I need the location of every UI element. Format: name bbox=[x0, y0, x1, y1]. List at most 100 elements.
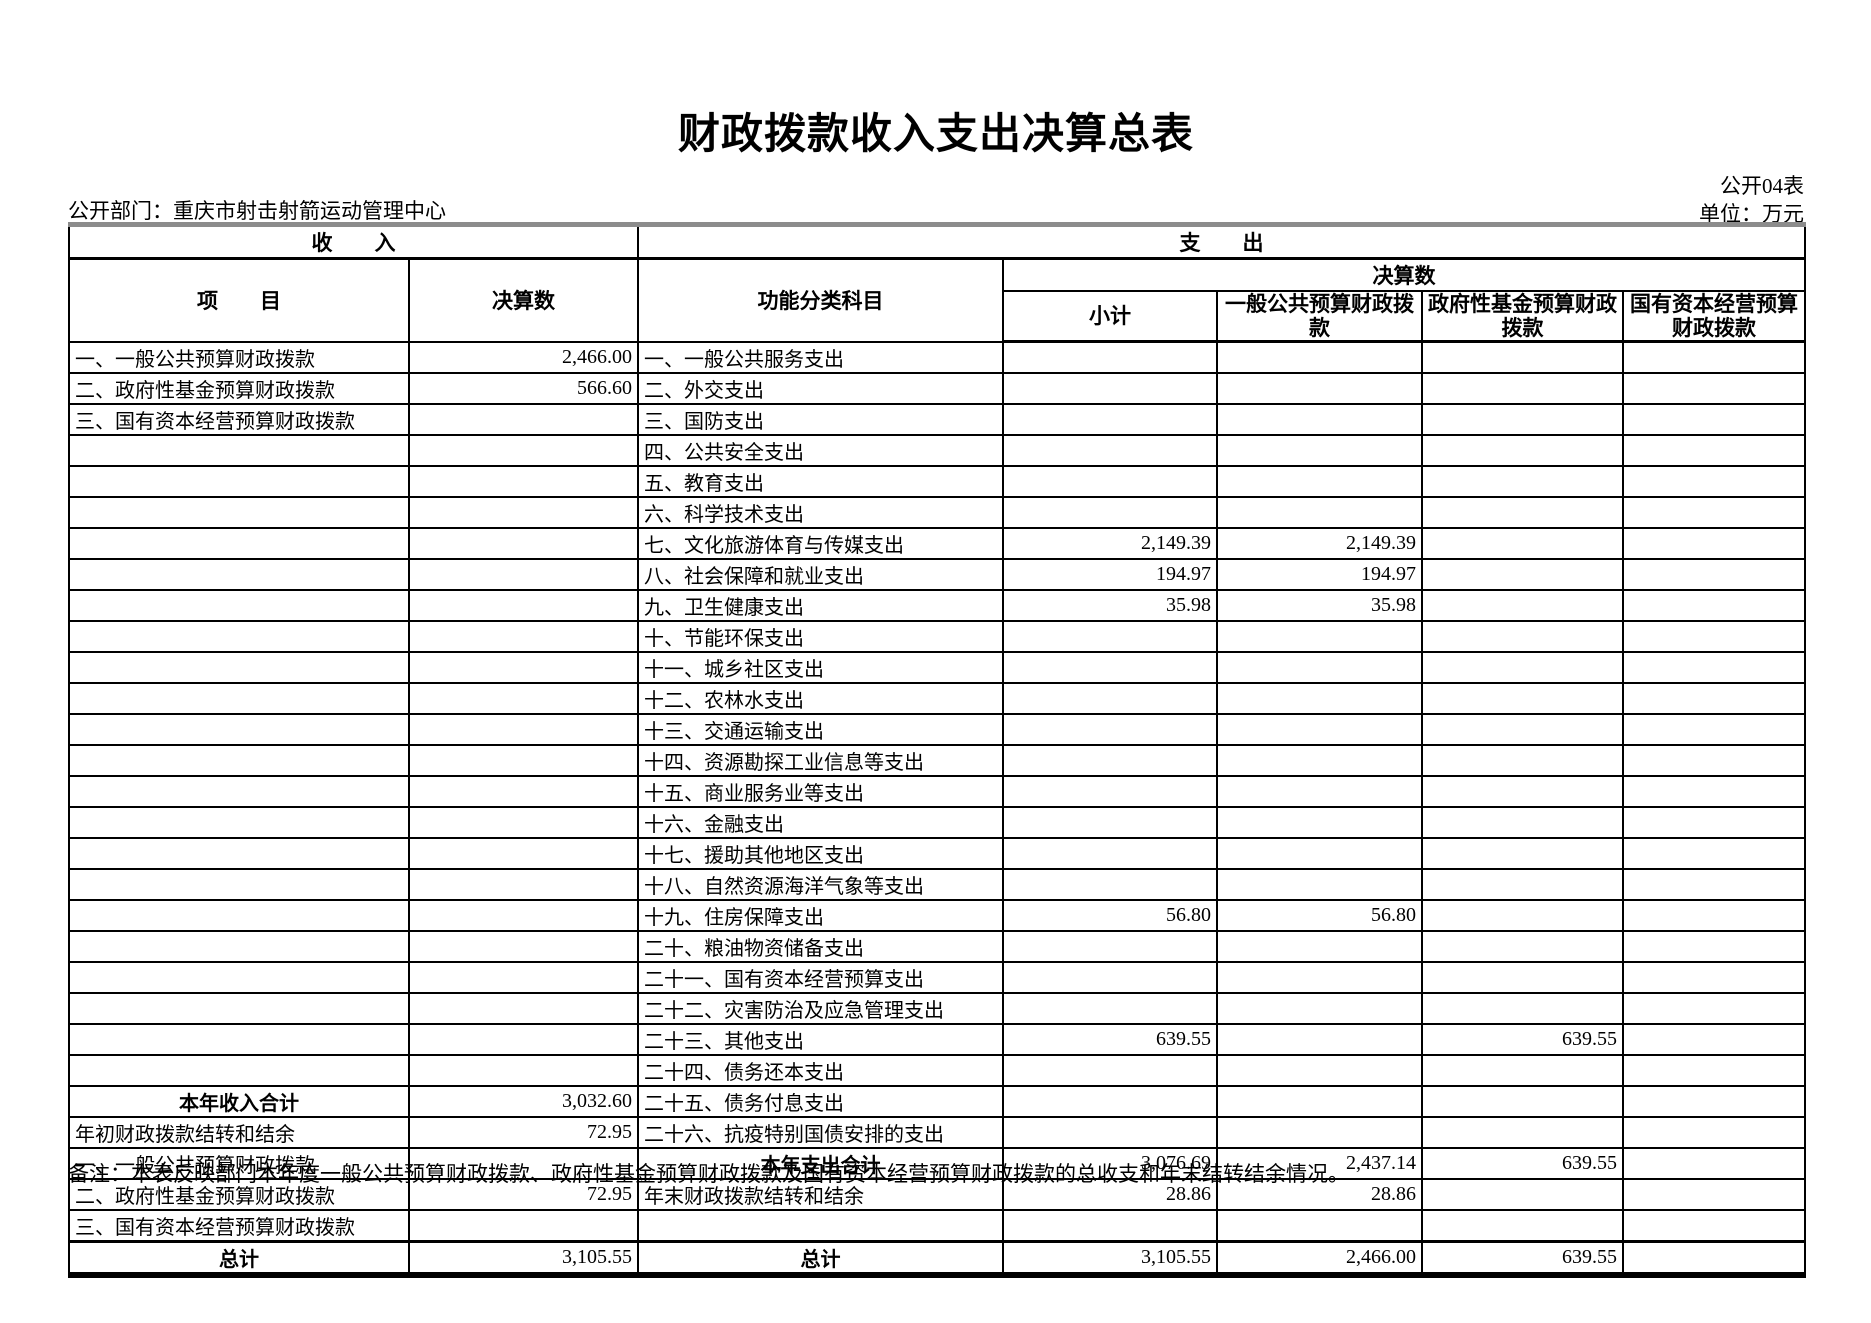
expenditure-govt-fund-cell bbox=[1421, 495, 1624, 529]
table-row: 十四、资源勘探工业信息等支出 bbox=[68, 743, 1807, 777]
unit-label: 单位：万元 bbox=[1699, 202, 1804, 226]
income-item-cell: 一、一般公共预算财政拨款 bbox=[68, 340, 410, 374]
amount-group-header: 决算数 bbox=[1001, 257, 1807, 292]
expenditure-general-public-cell bbox=[1216, 929, 1423, 963]
table-row: 四、公共安全支出 bbox=[68, 433, 1807, 467]
expenditure-subtotal-cell: 2,149.39 bbox=[1002, 526, 1218, 560]
expenditure-subtotal-cell bbox=[1002, 681, 1218, 715]
expenditure-subtotal-cell bbox=[1002, 650, 1218, 684]
expenditure-subtotal-cell bbox=[1002, 495, 1218, 529]
expenditure-general-public-cell bbox=[1216, 867, 1423, 901]
expenditure-general-public-cell bbox=[1216, 1115, 1423, 1149]
expenditure-state-capital-cell bbox=[1621, 1239, 1807, 1278]
income-value-cell bbox=[408, 743, 639, 777]
expenditure-subtotal-cell bbox=[1002, 340, 1218, 374]
expenditure-general-public-cell bbox=[1216, 650, 1423, 684]
page-title: 财政拨款收入支出决算总表 bbox=[677, 112, 1194, 158]
table-row: 五、教育支出 bbox=[68, 464, 1807, 498]
expenditure-state-capital-cell bbox=[1621, 1177, 1807, 1211]
column-header-row-1: 项 目 决算数 功能分类科目 决算数 bbox=[68, 257, 1807, 343]
expenditure-general-public-cell bbox=[1216, 743, 1423, 777]
expenditure-subtotal-cell: 194.97 bbox=[1002, 557, 1218, 591]
expenditure-govt-fund-cell bbox=[1421, 557, 1624, 591]
expenditure-state-capital-cell bbox=[1621, 805, 1807, 839]
expenditure-govt-fund-cell bbox=[1421, 371, 1624, 405]
expenditure-subtotal-cell: 28.86 bbox=[1002, 1177, 1218, 1211]
expenditure-govt-fund-cell bbox=[1421, 836, 1624, 870]
expenditure-govt-fund-cell bbox=[1421, 402, 1624, 436]
expenditure-item-cell: 八、社会保障和就业支出 bbox=[637, 557, 1004, 591]
expenditure-govt-fund-cell bbox=[1421, 774, 1624, 808]
expenditure-state-capital-cell bbox=[1621, 867, 1807, 901]
expenditure-general-public-cell: 56.80 bbox=[1216, 898, 1423, 932]
income-amount-column-header: 决算数 bbox=[408, 257, 639, 343]
expenditure-state-capital-cell bbox=[1621, 1053, 1807, 1087]
expenditure-state-capital-cell bbox=[1621, 371, 1807, 405]
table-row: 二十二、灾害防治及应急管理支出 bbox=[68, 991, 1807, 1025]
table-row: 十一、城乡社区支出 bbox=[68, 650, 1807, 684]
expenditure-general-public-cell bbox=[1216, 495, 1423, 529]
expenditure-govt-fund-cell bbox=[1421, 619, 1624, 653]
income-item-cell bbox=[68, 557, 410, 591]
expenditure-subtotal-cell bbox=[1002, 371, 1218, 405]
table-row: 三、国有资本经营预算财政拨款 三、国防支出 bbox=[68, 402, 1807, 436]
income-item-cell: 三、国有资本经营预算财政拨款 bbox=[68, 402, 410, 436]
expenditure-item-cell: 十九、住房保障支出 bbox=[637, 898, 1004, 932]
expenditure-govt-fund-cell bbox=[1421, 464, 1624, 498]
expenditure-general-public-cell: 2,466.00 bbox=[1216, 1239, 1423, 1278]
expenditure-subtotal-cell bbox=[1002, 402, 1218, 436]
expenditure-govt-fund-cell bbox=[1421, 960, 1624, 994]
table-row: 二十四、债务还本支出 bbox=[68, 1053, 1807, 1087]
section-header-row: 收 入 支 出 bbox=[68, 222, 1807, 260]
income-item-cell bbox=[68, 960, 410, 994]
expenditure-govt-fund-cell bbox=[1421, 1053, 1624, 1087]
expenditure-state-capital-cell bbox=[1621, 495, 1807, 529]
expenditure-item-cell: 年末财政拨款结转和结余 bbox=[637, 1177, 1004, 1211]
table-row: 二十一、国有资本经营预算支出 bbox=[68, 960, 1807, 994]
expenditure-state-capital-cell bbox=[1621, 557, 1807, 591]
income-value-cell bbox=[408, 867, 639, 901]
expenditure-subtotal-cell bbox=[1002, 774, 1218, 808]
expenditure-item-cell: 二十四、债务还本支出 bbox=[637, 1053, 1004, 1087]
expenditure-govt-fund-cell bbox=[1421, 433, 1624, 467]
income-value-cell bbox=[408, 712, 639, 746]
income-item-cell bbox=[68, 805, 410, 839]
expenditure-govt-fund-cell bbox=[1421, 650, 1624, 684]
expenditure-govt-fund-cell bbox=[1421, 805, 1624, 839]
table-row: 十七、援助其他地区支出 bbox=[68, 836, 1807, 870]
table-row: 八、社会保障和就业支出 194.97 194.97 bbox=[68, 557, 1807, 591]
expenditure-item-cell: 十、节能环保支出 bbox=[637, 619, 1004, 653]
expenditure-subtotal-cell: 3,105.55 bbox=[1002, 1239, 1218, 1278]
expenditure-item-cell: 三、国防支出 bbox=[637, 402, 1004, 436]
table-row: 十八、自然资源海洋气象等支出 bbox=[68, 867, 1807, 901]
income-value-cell bbox=[408, 433, 639, 467]
income-item-cell bbox=[68, 774, 410, 808]
expenditure-subtotal-cell bbox=[1002, 867, 1218, 901]
expenditure-subtotal-cell: 35.98 bbox=[1002, 588, 1218, 622]
expenditure-state-capital-cell bbox=[1621, 960, 1807, 994]
income-value-cell bbox=[408, 1208, 639, 1243]
expenditure-subtotal-cell bbox=[1002, 619, 1218, 653]
expenditure-subtotal-cell bbox=[1002, 743, 1218, 777]
expenditure-govt-fund-cell bbox=[1421, 712, 1624, 746]
expenditure-state-capital-cell bbox=[1621, 650, 1807, 684]
expenditure-state-capital-cell bbox=[1621, 1208, 1807, 1243]
income-item-cell: 二、政府性基金预算财政拨款 bbox=[68, 1177, 410, 1211]
income-item-cell bbox=[68, 495, 410, 529]
expenditure-govt-fund-cell bbox=[1421, 1084, 1624, 1118]
income-item-cell bbox=[68, 619, 410, 653]
income-item-cell: 年初财政拨款结转和结余 bbox=[68, 1115, 410, 1149]
expenditure-item-cell: 二、外交支出 bbox=[637, 371, 1004, 405]
expenditure-general-public-cell bbox=[1216, 1022, 1423, 1056]
expenditure-state-capital-cell bbox=[1621, 774, 1807, 808]
table-body: 一、一般公共预算财政拨款 2,466.00 一、一般公共服务支出 二、政府性基金预算… bbox=[68, 340, 1807, 1278]
table-row: 一、一般公共预算财政拨款 本年支出合计 3,076.69 2,437.14 639.5… bbox=[68, 1146, 1807, 1180]
table-row: 二、政府性基金预算财政拨款 566.60 二、外交支出 bbox=[68, 371, 1807, 405]
expenditure-item-cell: 二十五、债务付息支出 bbox=[637, 1084, 1004, 1118]
expenditure-item-cell: 七、文化旅游体育与传媒支出 bbox=[637, 526, 1004, 560]
expenditure-govt-fund-cell bbox=[1421, 898, 1624, 932]
expenditure-govt-fund-cell bbox=[1421, 588, 1624, 622]
income-value-cell bbox=[408, 1146, 639, 1180]
income-value-cell: 3,032.60 bbox=[408, 1084, 639, 1118]
income-item-cell bbox=[68, 588, 410, 622]
